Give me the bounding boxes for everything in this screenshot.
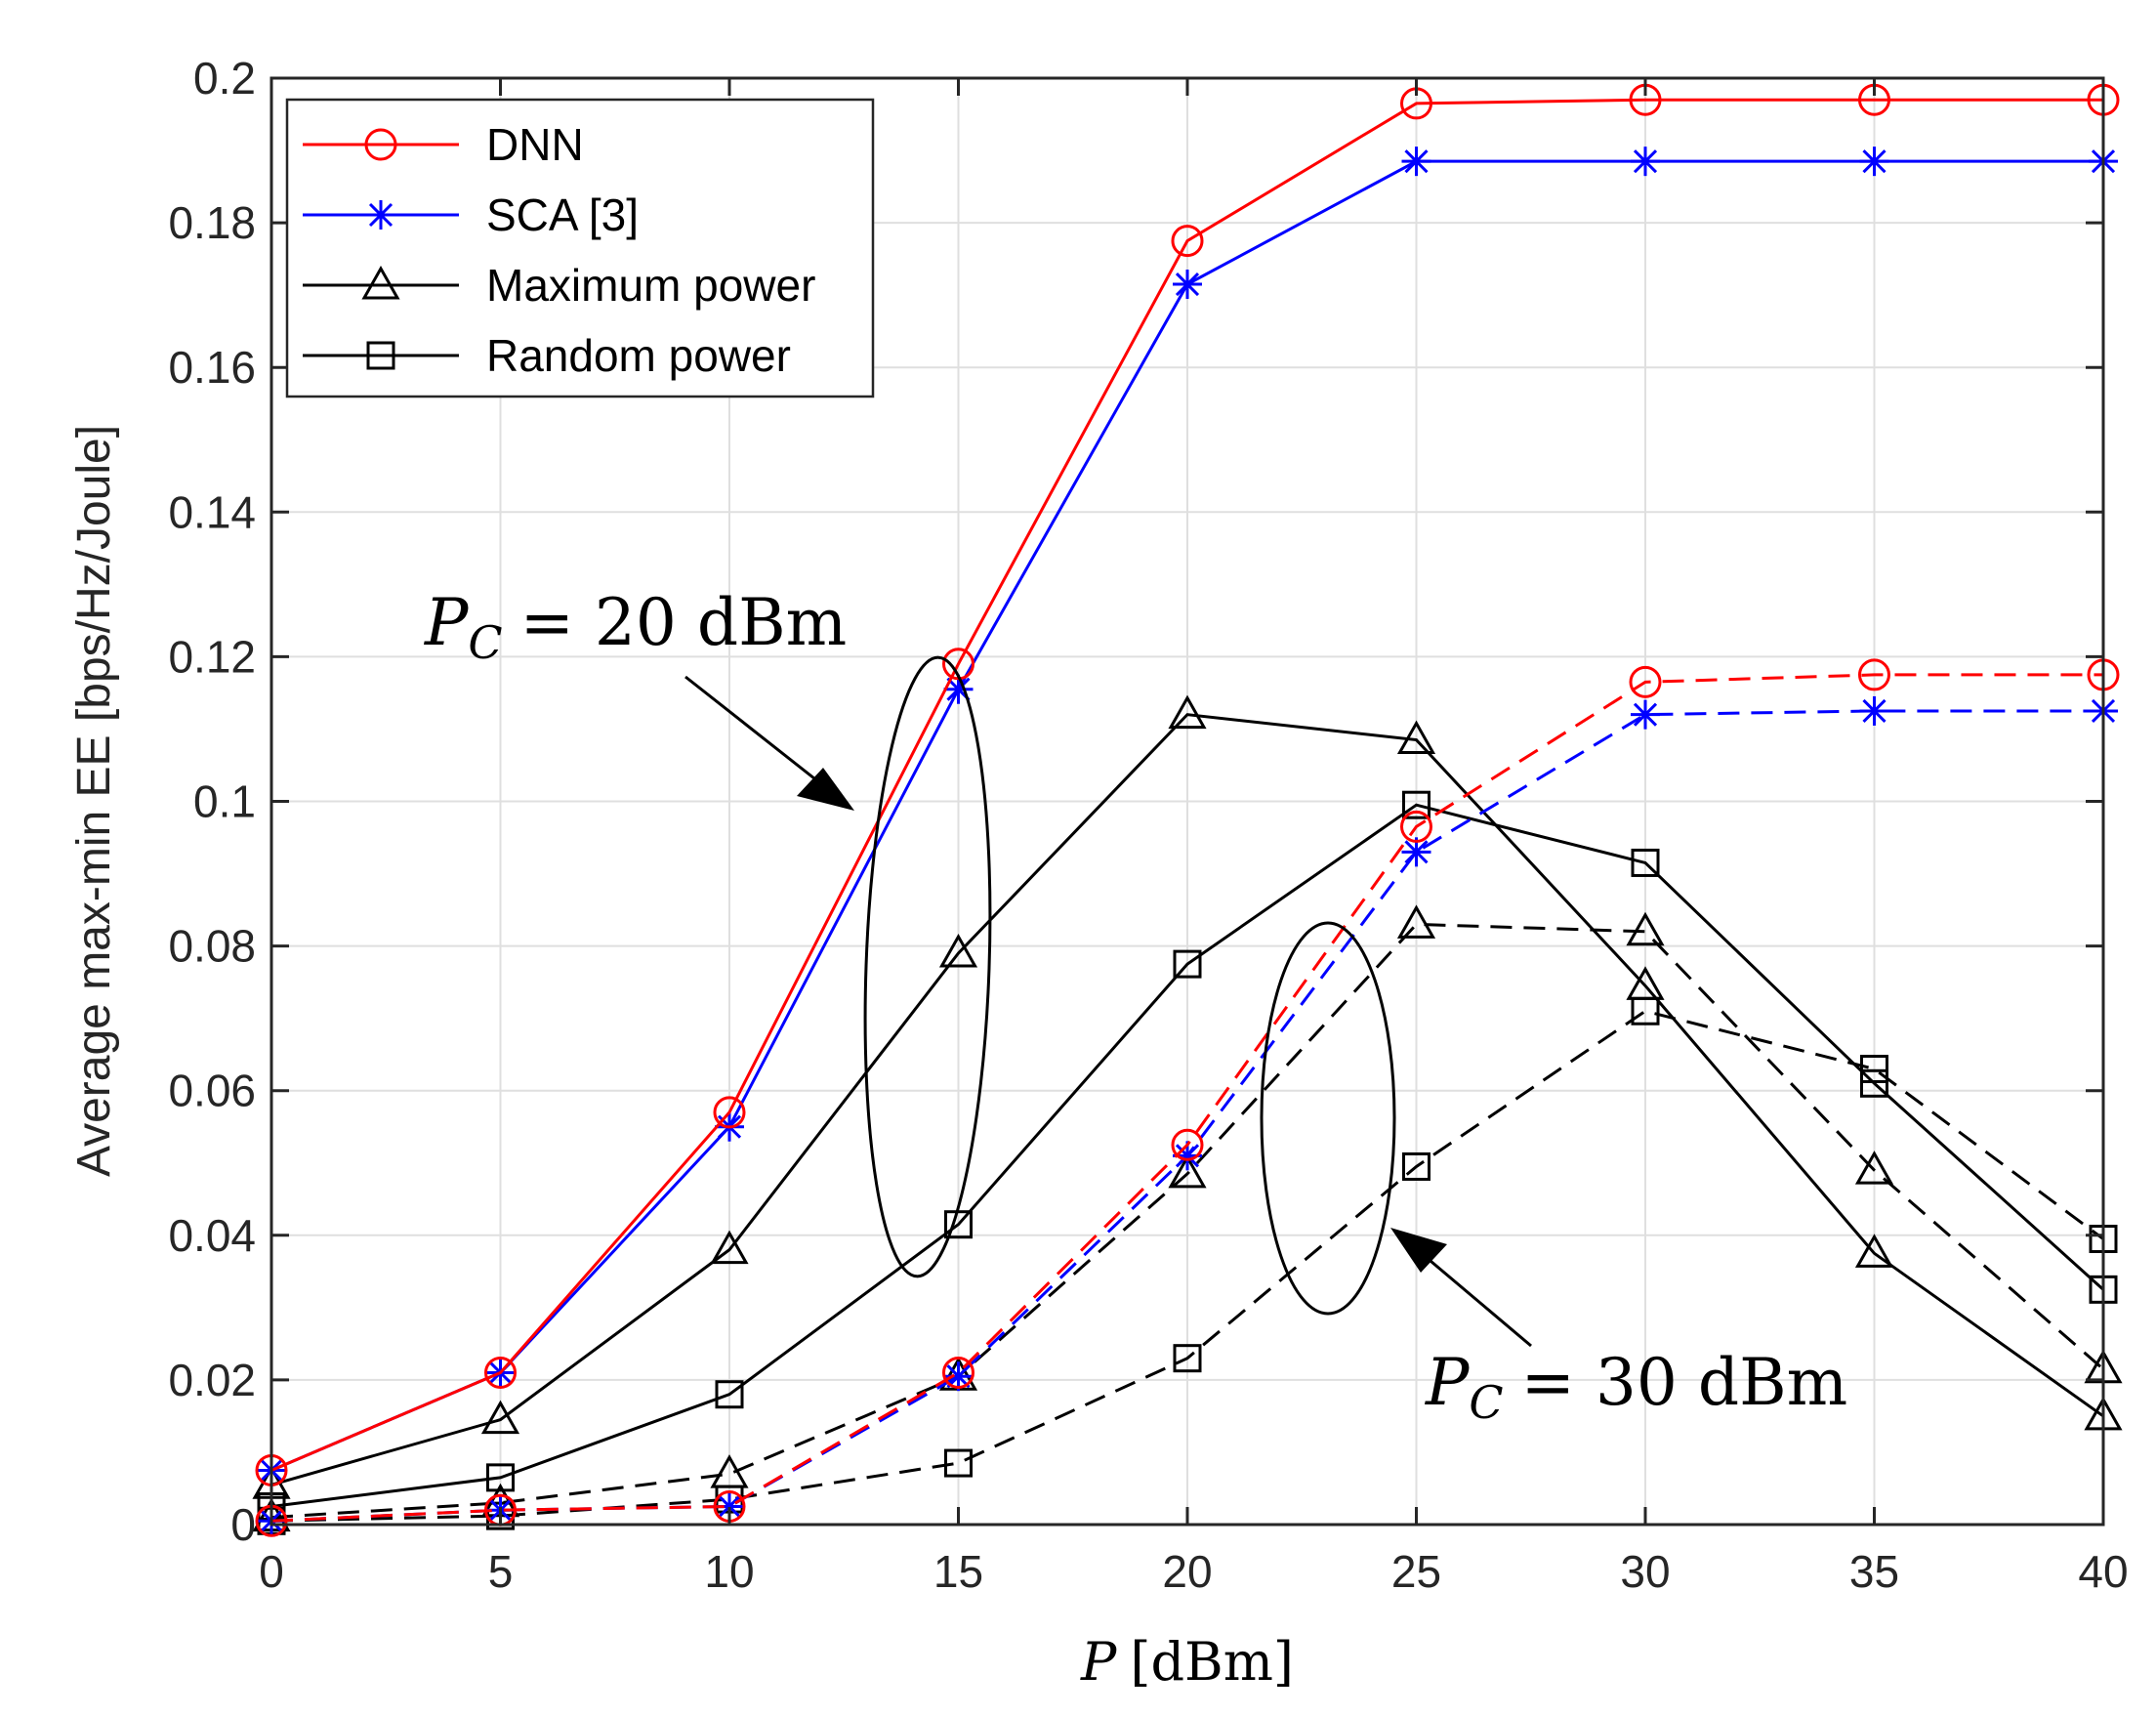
data-point-triangle (1626, 911, 1665, 946)
data-point-star (1173, 270, 1202, 300)
series-sca-3-pc20 (257, 146, 2118, 1486)
data-point-square (1173, 949, 1202, 979)
data-point-circle (1400, 810, 1432, 843)
legend-item: Maximum power (303, 260, 815, 311)
data-point-triangle (1854, 1234, 1894, 1268)
data-point-star (1859, 695, 1889, 726)
y-tick-label: 0.06 (168, 1066, 256, 1116)
y-axis-label: Average max-min EE [bps/Hz/Joule] (68, 425, 120, 1177)
legend-item: Random power (303, 330, 791, 381)
x-tick-label: 35 (1849, 1546, 1899, 1597)
legend-item: DNN (303, 119, 584, 170)
x-tick-label: 10 (704, 1546, 754, 1597)
pc-20-arrow (684, 675, 839, 799)
y-tick-label: 0.2 (193, 53, 256, 104)
data-point-triangle (1168, 1153, 1207, 1189)
x-tick-label: 30 (1620, 1546, 1670, 1597)
pc-30-label: PC = 30 dBm (1425, 1345, 1847, 1429)
y-tick-label: 0.12 (168, 631, 256, 682)
legend-box (285, 98, 875, 398)
data-point-circle (1171, 1128, 1204, 1161)
x-tick-label: 15 (933, 1546, 983, 1597)
data-point-circle (1171, 225, 1204, 258)
legend-marker (366, 341, 395, 370)
y-tick-label: 0 (230, 1499, 256, 1550)
pc-20-arrowhead (797, 768, 854, 811)
data-point-square (1173, 1344, 1202, 1373)
series-line (270, 713, 2104, 1486)
data-point-star (1631, 146, 1660, 177)
x-tick-label: 5 (488, 1546, 514, 1597)
data-point-star (1401, 146, 1431, 177)
data-point-square (1631, 848, 1660, 877)
data-point-square (486, 1463, 515, 1492)
legend-label: Maximum power (486, 260, 815, 311)
y-tick-label: 0.08 (168, 921, 256, 972)
data-point-star (1631, 699, 1660, 730)
data-point-square (1860, 1068, 1888, 1098)
data-point-square (1631, 996, 1660, 1025)
x-axis-label: P [dBm] (1080, 1631, 1294, 1693)
series-line (270, 922, 2104, 1520)
series-line (270, 803, 2105, 1508)
data-point-triangle (480, 1400, 520, 1435)
legend-item: SCA [3] (303, 189, 639, 240)
data-point-circle (1858, 658, 1890, 691)
y-tick-label: 0.16 (168, 342, 256, 393)
pc-20-ellipse (863, 655, 992, 1278)
legend-label: Random power (486, 330, 791, 381)
data-point-triangle (1168, 694, 1207, 730)
x-tick-label: 40 (2078, 1546, 2128, 1597)
data-point-circle (484, 1356, 517, 1389)
y-tick-labels: 0 0.02 0.04 0.06 0.08 0.1 0.12 0.14 0.16 0.18 0.2 (168, 53, 256, 1550)
data-point-circle (1629, 665, 1662, 698)
x-tick-labels: 0 5 10 15 20 25 30 35 40 (259, 1546, 2128, 1597)
legend-label: DNN (486, 119, 584, 170)
y-tick-label: 0.18 (168, 197, 256, 248)
legend-marker (364, 128, 397, 161)
legend-label: SCA [3] (486, 189, 639, 240)
legend-marker (361, 265, 400, 300)
data-point-square (1860, 1054, 1888, 1083)
data-point-square (1402, 790, 1430, 819)
data-point-triangle (1396, 720, 1436, 755)
y-tick-label: 0.02 (168, 1355, 256, 1405)
data-point-triangle (1396, 904, 1436, 939)
data-point-triangle (710, 1230, 749, 1265)
y-tick-label: 0.1 (193, 776, 256, 827)
data-point-star (1859, 146, 1889, 177)
pc-30-ellipse (1260, 921, 1396, 1316)
x-tick-label: 0 (259, 1546, 284, 1597)
series-layer (252, 83, 2123, 1537)
x-tick-label: 20 (1162, 1546, 1212, 1597)
pc-30-arrowhead (1390, 1228, 1447, 1273)
data-point-circle (942, 1356, 974, 1389)
annotations: PC = 20 dBm PC = 30 dBm (424, 585, 1847, 1429)
data-point-triangle (938, 933, 978, 968)
axis-ticks (270, 76, 2105, 1527)
y-tick-label: 0.04 (168, 1210, 256, 1261)
data-point-circle (713, 1096, 746, 1129)
legend: DNN SCA [3] Maximum power Random power (285, 98, 875, 398)
data-point-square (715, 1380, 744, 1409)
x-tick-label: 25 (1391, 1546, 1441, 1597)
legend-marker (366, 200, 395, 230)
pc-20-label: PC = 20 dBm (424, 585, 847, 669)
data-point-triangle (1854, 1151, 1894, 1185)
data-point-square (944, 1448, 973, 1478)
series-line (270, 673, 2103, 1523)
series-line (270, 98, 2103, 1472)
y-tick-label: 0.14 (168, 486, 256, 537)
data-point-square (1402, 1151, 1430, 1181)
